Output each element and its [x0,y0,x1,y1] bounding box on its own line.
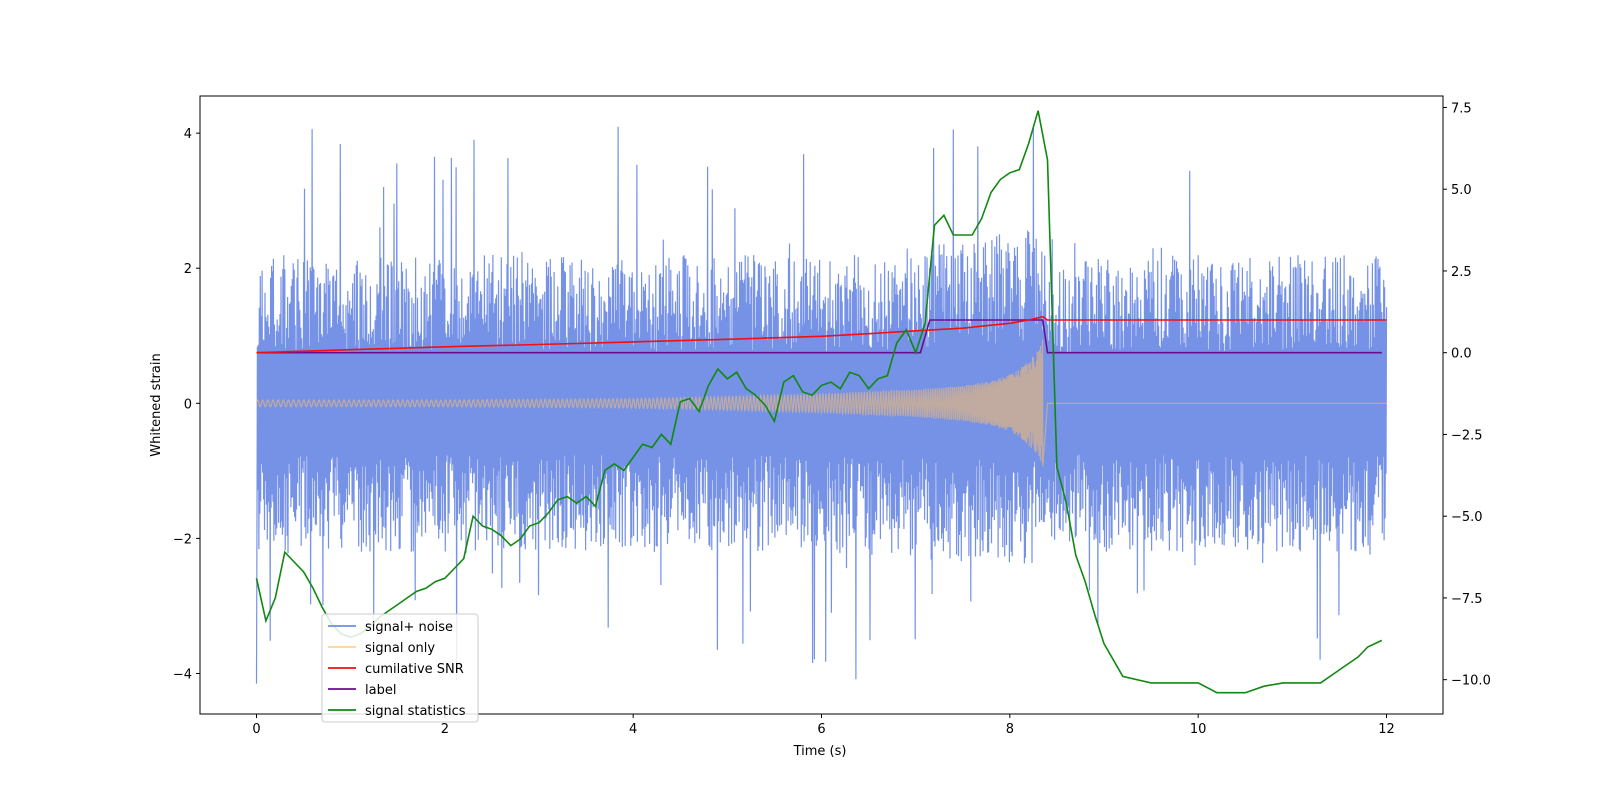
legend-label: signal only [365,641,435,656]
x-tick-label: 8 [1006,722,1014,737]
legend-label: signal statistics [365,704,466,719]
cumilative-snr-line [256,315,1387,354]
y-axis-label: Whitened strain [149,353,164,456]
x-tick-label: 4 [629,722,637,737]
right-axis-series [255,110,1387,694]
legend-box [321,613,479,723]
signal-statistics-line [255,110,1383,694]
y-tick-label: 4 [184,127,192,142]
x-tick-label: 6 [817,722,825,737]
axes: 0 2 4 6 8 10 12 −4 −2 0 2 4 −10.0 −7.5 −5.0 −2.5 0.0 2.5 5… [173,101,1491,737]
legend: signal+ noise signal only cumilative SNR la… [321,613,479,723]
y2-tick-label: 7.5 [1451,101,1472,116]
signal-only-line [255,339,1387,467]
x-axis-label: Time (s) [793,744,847,759]
signal-only-series [255,339,1387,467]
y2-tick-label: −10.0 [1451,674,1491,689]
y2-tick-label: −5.0 [1451,510,1483,525]
y-tick-label: 2 [184,262,192,277]
y2-tick-label: 0.0 [1451,347,1472,362]
x-tick-label: 0 [252,722,260,737]
x-tick-label: 10 [1190,722,1207,737]
y2-tick-label: −2.5 [1451,428,1483,443]
y-tick-label: −2 [173,532,192,547]
y2-tick-label: 5.0 [1451,183,1472,198]
label-line [256,319,1382,354]
legend-label: label [365,683,396,698]
x-tick-label: 2 [441,722,449,737]
signal-noise-line [255,126,1388,684]
y2-tick-label: −7.5 [1451,592,1483,607]
signal-noise-series [255,126,1388,684]
y-tick-label: −4 [173,667,192,682]
y2-tick-label: 2.5 [1451,265,1472,280]
legend-label: signal+ noise [365,620,453,635]
y-tick-label: 0 [184,397,192,412]
x-tick-label: 12 [1378,722,1395,737]
legend-label: cumilative SNR [365,662,464,677]
